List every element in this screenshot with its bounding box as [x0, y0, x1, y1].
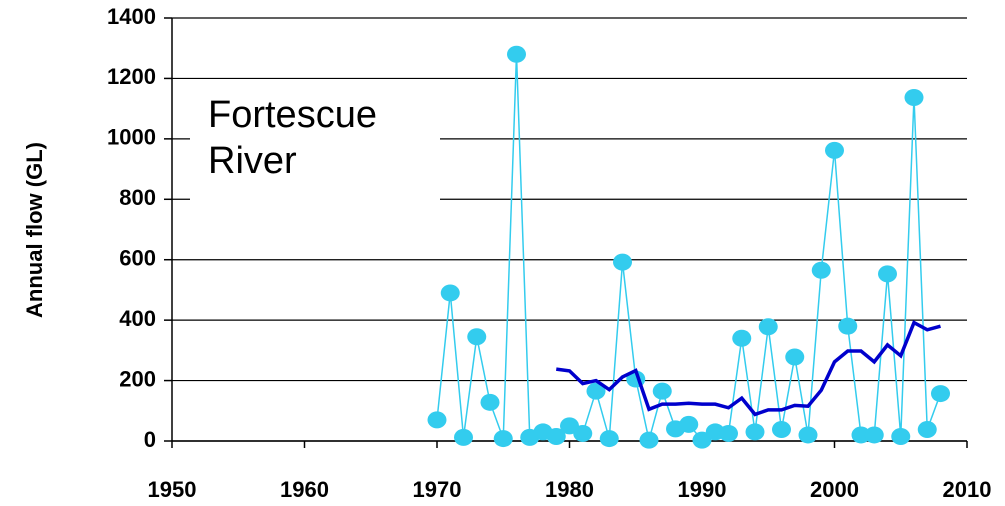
- point: [798, 426, 818, 444]
- point: [891, 427, 911, 445]
- point: [586, 382, 606, 400]
- x-tick-label: 1950: [148, 477, 197, 502]
- y-tick-label: 1400: [107, 4, 156, 29]
- point: [467, 328, 487, 346]
- point: [546, 427, 566, 445]
- point: [719, 424, 738, 442]
- point: [454, 428, 473, 446]
- point: [864, 426, 884, 444]
- point: [573, 424, 593, 442]
- point: [692, 431, 712, 449]
- x-tick-label: 2010: [943, 477, 992, 502]
- point: [732, 329, 752, 347]
- point: [811, 261, 831, 279]
- point: [679, 415, 699, 433]
- annotation: Fortescue River: [190, 92, 440, 202]
- point: [652, 382, 672, 400]
- point: [599, 430, 619, 448]
- x-tick-label: 1980: [545, 477, 594, 502]
- point: [785, 348, 805, 366]
- y-axis-label: Annual flow (GL): [22, 142, 47, 318]
- y-tick-label: 200: [119, 366, 156, 391]
- point: [507, 45, 526, 63]
- y-tick-label: 1200: [107, 64, 156, 89]
- x-tick-label: 1990: [678, 477, 727, 502]
- point: [825, 141, 844, 159]
- point: [745, 423, 765, 441]
- point: [440, 284, 460, 302]
- point: [772, 421, 791, 439]
- point: [851, 426, 871, 444]
- point: [427, 411, 447, 429]
- point: [480, 393, 500, 411]
- y-tick-label: 0: [144, 427, 156, 452]
- series-line: [556, 320, 941, 417]
- point: [904, 88, 924, 106]
- x-tick-label: 2000: [810, 477, 859, 502]
- point: [639, 431, 659, 449]
- point: [758, 318, 778, 336]
- y-tick-label: 1000: [107, 125, 156, 150]
- point: [613, 253, 632, 271]
- x-tick-label: 1970: [413, 477, 462, 502]
- point: [917, 421, 937, 439]
- y-tick-label: 400: [119, 306, 156, 331]
- y-tick-label: 600: [119, 246, 156, 271]
- point: [878, 265, 897, 283]
- point: [838, 317, 858, 335]
- x-tick-label: 1960: [280, 477, 329, 502]
- y-tick-label: 800: [119, 185, 156, 210]
- point: [931, 385, 950, 403]
- series-line: [436, 54, 942, 442]
- grid: [172, 17, 967, 442]
- point: [493, 430, 513, 448]
